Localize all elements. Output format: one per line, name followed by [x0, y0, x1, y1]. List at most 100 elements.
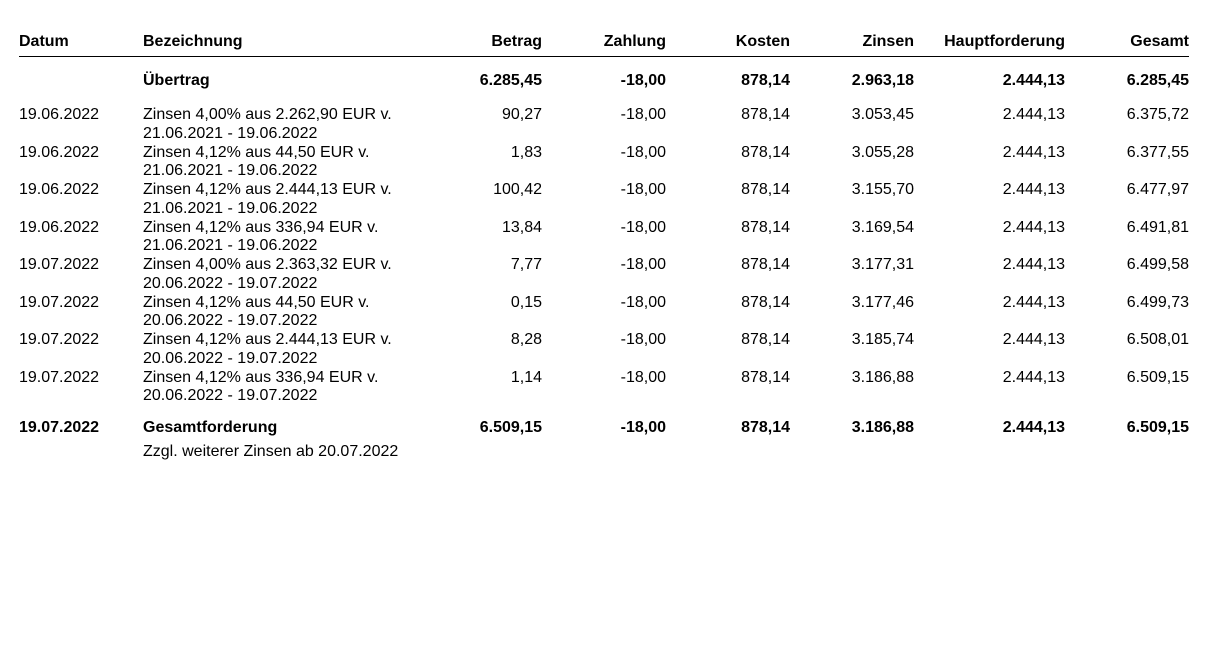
row-datum: 19.06.2022: [19, 143, 100, 161]
row-hauptforderung: 2.444,13: [1002, 331, 1065, 348]
row-zinsen: 3.177,46: [851, 293, 914, 311]
row-datum: 19.07.2022: [19, 331, 100, 348]
column-header-datum: Datum: [19, 33, 69, 50]
row-datum: 19.07.2022: [19, 368, 100, 386]
row-datum: 19.06.2022: [19, 181, 100, 198]
row-gesamt: 6.499,73: [1126, 293, 1189, 311]
row-kosten: 878,14: [741, 181, 790, 198]
row-zinsen: 3.186,88: [851, 368, 914, 386]
row-datum: 19.06.2022: [19, 218, 100, 236]
row-gesamt: 6.377,55: [1126, 143, 1189, 161]
table-header-row: Datum Bezeichnung Betrag Zahlung Kosten …: [19, 33, 1189, 55]
carryover-label: Übertrag: [143, 72, 210, 89]
row-kosten: 878,14: [741, 368, 790, 386]
table-row: 19.07.2022 Zinsen 4,00% aus 2.363,32 EUR…: [19, 256, 1189, 294]
row-bezeichnung: Zinsen 4,12% aus 336,94 EUR v. 20.06.2022…: [143, 369, 378, 406]
row-datum: 19.07.2022: [19, 256, 100, 273]
row-betrag: 90,27: [501, 106, 542, 123]
row-hauptforderung: 2.444,13: [1002, 293, 1065, 311]
row-betrag: 8,28: [510, 331, 542, 348]
carryover-kosten: 878,14: [741, 72, 790, 89]
row-betrag: 7,77: [510, 256, 542, 273]
row-bezeichnung-line2: 20.06.2022 - 19.07.2022: [143, 349, 318, 367]
total-gesamt: 6.509,15: [1126, 419, 1189, 436]
row-zahlung: -18,00: [620, 106, 666, 123]
column-header-kosten: Kosten: [735, 33, 790, 50]
row-zahlung: -18,00: [620, 143, 666, 161]
row-bezeichnung-line1: Zinsen 4,12% aus 44,50 EUR v.: [143, 143, 370, 161]
row-bezeichnung-line2: 21.06.2021 - 19.06.2022: [143, 237, 318, 254]
column-header-zahlung: Zahlung: [603, 33, 666, 50]
row-betrag: 100,42: [493, 181, 542, 198]
row-zinsen: 3.155,70: [851, 181, 914, 198]
row-zahlung: -18,00: [620, 293, 666, 311]
column-header-zinsen: Zinsen: [862, 33, 914, 50]
row-bezeichnung-line1: Zinsen 4,12% aus 44,50 EUR v.: [143, 293, 370, 311]
row-bezeichnung: Zinsen 4,12% aus 44,50 EUR v. 20.06.2022 …: [143, 294, 370, 331]
row-zahlung: -18,00: [620, 218, 666, 236]
row-hauptforderung: 2.444,13: [1002, 368, 1065, 386]
row-bezeichnung-line1: Zinsen 4,00% aus 2.363,32 EUR v.: [143, 256, 392, 273]
row-bezeichnung: Zinsen 4,12% aus 44,50 EUR v. 21.06.2021 …: [143, 144, 370, 181]
row-bezeichnung-line1: Zinsen 4,12% aus 336,94 EUR v.: [143, 368, 379, 386]
table-row: 19.06.2022 Zinsen 4,12% aus 44,50 EUR v.…: [19, 144, 1189, 182]
row-kosten: 878,14: [741, 331, 790, 348]
column-header-bezeichnung: Bezeichnung: [143, 33, 243, 50]
row-kosten: 878,14: [741, 218, 790, 236]
table-row: 19.06.2022 Zinsen 4,12% aus 2.444,13 EUR…: [19, 181, 1189, 219]
row-betrag: 1,14: [510, 368, 542, 386]
row-bezeichnung-line2: 20.06.2022 - 19.07.2022: [143, 387, 318, 404]
row-hauptforderung: 2.444,13: [1002, 181, 1065, 198]
row-kosten: 878,14: [741, 143, 790, 161]
row-hauptforderung: 2.444,13: [1002, 256, 1065, 273]
row-kosten: 878,14: [741, 293, 790, 311]
row-bezeichnung-line1: Zinsen 4,12% aus 336,94 EUR v.: [143, 218, 379, 236]
row-bezeichnung-line2: 21.06.2021 - 19.06.2022: [143, 124, 318, 142]
carryover-gesamt: 6.285,45: [1126, 72, 1189, 89]
row-zinsen: 3.169,54: [851, 218, 914, 236]
row-hauptforderung: 2.444,13: [1002, 106, 1065, 123]
total-hauptforderung: 2.444,13: [1002, 419, 1065, 436]
row-bezeichnung-line2: 20.06.2022 - 19.07.2022: [143, 274, 318, 292]
total-zahlung: -18,00: [620, 419, 666, 436]
row-zinsen: 3.055,28: [851, 143, 914, 161]
row-bezeichnung-line2: 21.06.2021 - 19.06.2022: [143, 199, 318, 217]
carryover-betrag: 6.285,45: [479, 72, 542, 89]
row-zahlung: -18,00: [620, 368, 666, 386]
total-row: 19.07.2022 Gesamtforderung 6.509,15 -18,…: [19, 419, 1189, 439]
row-datum: 19.07.2022: [19, 293, 100, 311]
row-kosten: 878,14: [741, 106, 790, 123]
table-row: 19.07.2022 Zinsen 4,12% aus 2.444,13 EUR…: [19, 331, 1189, 369]
column-header-betrag: Betrag: [491, 33, 542, 50]
total-label: Gesamtforderung: [143, 419, 278, 436]
row-gesamt: 6.477,97: [1126, 181, 1189, 198]
table-row: 19.07.2022 Zinsen 4,12% aus 336,94 EUR v…: [19, 369, 1189, 407]
interest-rows: 19.06.2022 Zinsen 4,00% aus 2.262,90 EUR…: [19, 106, 1189, 406]
interest-statement-table: Datum Bezeichnung Betrag Zahlung Kosten …: [19, 33, 1189, 460]
table-row: 19.06.2022 Zinsen 4,00% aus 2.262,90 EUR…: [19, 106, 1189, 144]
row-gesamt: 6.499,58: [1126, 256, 1189, 273]
row-bezeichnung: Zinsen 4,00% aus 2.262,90 EUR v. 21.06.20…: [143, 106, 392, 143]
row-bezeichnung: Zinsen 4,00% aus 2.363,32 EUR v. 20.06.20…: [143, 256, 392, 293]
carryover-zinsen: 2.963,18: [851, 72, 914, 89]
carryover-hauptforderung: 2.444,13: [1002, 72, 1065, 89]
row-gesamt: 6.491,81: [1126, 218, 1189, 236]
total-kosten: 878,14: [741, 419, 790, 436]
row-betrag: 13,84: [501, 218, 542, 236]
column-header-hauptforderung: Hauptforderung: [944, 33, 1065, 50]
row-gesamt: 6.508,01: [1126, 331, 1189, 348]
total-datum: 19.07.2022: [19, 419, 100, 436]
row-bezeichnung-line1: Zinsen 4,00% aus 2.262,90 EUR v.: [143, 106, 392, 123]
row-zinsen: 3.177,31: [851, 256, 914, 273]
carryover-zahlung: -18,00: [620, 72, 666, 89]
row-zahlung: -18,00: [620, 331, 666, 348]
row-bezeichnung: Zinsen 4,12% aus 336,94 EUR v. 21.06.2021…: [143, 219, 378, 256]
total-zinsen: 3.186,88: [851, 419, 914, 436]
row-hauptforderung: 2.444,13: [1002, 218, 1065, 236]
row-datum: 19.06.2022: [19, 106, 100, 123]
total-betrag: 6.509,15: [479, 419, 542, 436]
row-hauptforderung: 2.444,13: [1002, 143, 1065, 161]
carryover-row: Übertrag 6.285,45 -18,00 878,14 2.963,18…: [19, 72, 1189, 92]
row-bezeichnung: Zinsen 4,12% aus 2.444,13 EUR v. 21.06.20…: [143, 181, 392, 218]
column-header-gesamt: Gesamt: [1130, 33, 1189, 50]
